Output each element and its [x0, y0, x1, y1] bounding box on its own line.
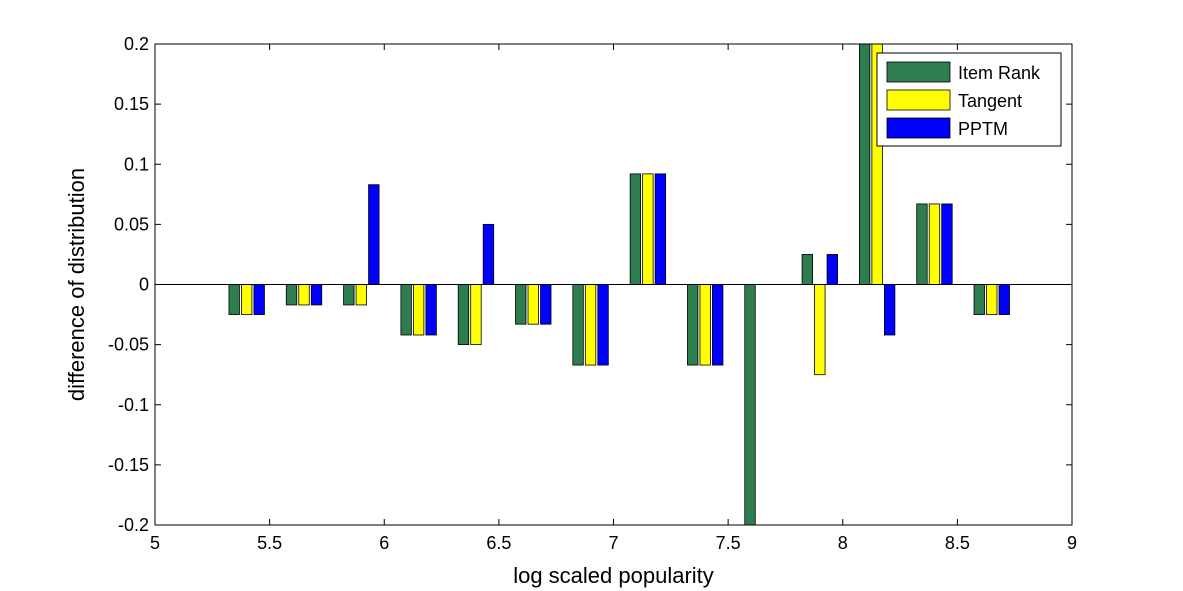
x-tick-label: 6.5 — [486, 533, 511, 553]
x-tick-label: 5 — [150, 533, 160, 553]
bar-tangent-5 — [527, 284, 539, 325]
bar-pptm-3 — [425, 284, 437, 336]
bar-tangent-6 — [584, 284, 597, 366]
bar-item-rank-9 — [744, 284, 756, 526]
y-tick-label: -0.1 — [118, 395, 149, 415]
bar-item-rank-2 — [343, 284, 355, 306]
bar-tangent-1 — [298, 284, 310, 306]
bar-item-rank-3 — [400, 284, 412, 336]
bar-pptm-6 — [597, 284, 609, 366]
bar-pptm-13 — [998, 284, 1010, 315]
legend-entry-label: Tangent — [958, 91, 1022, 111]
legend-swatch — [886, 117, 951, 139]
bar-item-rank-6 — [572, 284, 584, 366]
bar-item-rank-5 — [515, 284, 527, 325]
x-tick-label: 7 — [608, 533, 618, 553]
x-axis-label: log scaled popularity — [513, 563, 714, 588]
bar-pptm-4 — [482, 223, 495, 285]
bar-tangent-12 — [928, 203, 941, 285]
bar-item-rank-4 — [457, 284, 470, 346]
y-axis-label: difference of distribution — [64, 168, 89, 401]
bar-pptm-8 — [712, 284, 724, 366]
bar-pptm-2 — [368, 184, 380, 285]
bar-item-rank-13 — [973, 284, 985, 315]
bar-item-rank-0 — [228, 284, 240, 315]
y-tick-label: 0.1 — [124, 154, 149, 174]
legend-entry-label: PPTM — [958, 119, 1008, 139]
y-tick-label: 0.15 — [114, 94, 149, 114]
bar-item-rank-1 — [285, 284, 298, 306]
bar-tangent-7 — [642, 173, 654, 285]
bar-pptm-0 — [253, 284, 265, 315]
bar-pptm-10 — [826, 254, 838, 285]
bar-pptm-11 — [883, 284, 896, 336]
bar-tangent-8 — [699, 284, 711, 366]
x-tick-label: 8.5 — [945, 533, 970, 553]
x-tick-label: 7.5 — [716, 533, 741, 553]
legend: Item Rank Tangent PPTM — [876, 52, 1062, 147]
bar-pptm-1 — [310, 284, 323, 306]
bar-tangent-10 — [814, 284, 826, 376]
y-tick-label: -0.05 — [108, 335, 149, 355]
bar-tangent-2 — [355, 284, 367, 306]
bar-pptm-5 — [540, 284, 552, 325]
bar-pptm-12 — [941, 203, 953, 285]
y-tick-label: 0 — [139, 275, 149, 295]
bars-group — [228, 43, 1010, 526]
y-tick-label: -0.2 — [118, 515, 149, 535]
bar-item-rank-8 — [687, 284, 699, 366]
bar-item-rank-7 — [629, 173, 642, 285]
y-tick-label: 0.05 — [114, 214, 149, 234]
bar-tangent-0 — [241, 284, 253, 315]
legend-swatch — [886, 89, 951, 111]
bar-tangent-13 — [986, 284, 998, 315]
y-tick-label: -0.15 — [108, 455, 149, 475]
x-axis-ticks: 5 5.5 6 6.5 7 7.5 8 8.5 9 — [150, 44, 1077, 553]
bar-tangent-3 — [412, 284, 425, 336]
x-tick-label: 8 — [838, 533, 848, 553]
x-tick-label: 5.5 — [257, 533, 282, 553]
y-tick-label: 0.2 — [124, 34, 149, 54]
x-tick-label: 6 — [379, 533, 389, 553]
y-axis-ticks: -0.2 -0.15 -0.1 -0.05 0 0.05 0.1 0.15 0.2 — [108, 34, 1072, 535]
bar-item-rank-11 — [858, 43, 871, 285]
bar-item-rank-10 — [801, 254, 813, 285]
bar-pptm-7 — [654, 173, 667, 285]
x-tick-label: 9 — [1067, 533, 1077, 553]
legend-swatch — [886, 61, 951, 83]
bar-tangent-4 — [470, 284, 482, 346]
bar-item-rank-12 — [916, 203, 928, 285]
legend-entry-label: Item Rank — [958, 63, 1041, 83]
